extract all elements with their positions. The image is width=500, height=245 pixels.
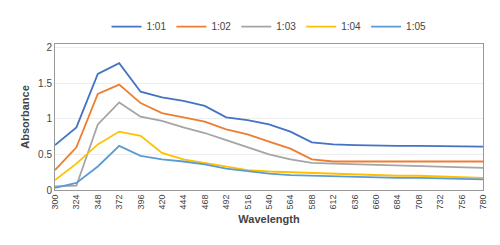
svg-text:636: 636 xyxy=(350,195,360,210)
svg-text:444: 444 xyxy=(178,195,188,210)
svg-text:324: 324 xyxy=(71,195,81,210)
svg-text:0: 0 xyxy=(46,185,52,196)
svg-text:732: 732 xyxy=(435,195,445,210)
svg-text:372: 372 xyxy=(114,195,124,210)
svg-text:492: 492 xyxy=(221,195,231,210)
svg-text:588: 588 xyxy=(307,195,317,210)
svg-text:564: 564 xyxy=(285,195,295,210)
svg-text:612: 612 xyxy=(328,195,338,210)
svg-text:420: 420 xyxy=(157,195,167,210)
svg-text:1:02: 1:02 xyxy=(211,21,231,32)
svg-text:1:01: 1:01 xyxy=(147,21,167,32)
svg-text:1:05: 1:05 xyxy=(406,21,426,32)
svg-text:1: 1 xyxy=(46,113,52,124)
svg-text:1.5: 1.5 xyxy=(38,78,52,89)
svg-text:Absorbance: Absorbance xyxy=(19,85,31,149)
svg-text:Wavelength: Wavelength xyxy=(238,213,300,225)
svg-text:516: 516 xyxy=(243,195,253,210)
svg-text:684: 684 xyxy=(392,195,402,210)
svg-text:468: 468 xyxy=(200,195,210,210)
svg-text:348: 348 xyxy=(93,195,103,210)
svg-text:300: 300 xyxy=(50,195,60,210)
svg-text:2: 2 xyxy=(46,42,52,53)
svg-text:540: 540 xyxy=(264,195,274,210)
svg-text:660: 660 xyxy=(371,195,381,210)
svg-text:780: 780 xyxy=(478,195,488,210)
svg-text:708: 708 xyxy=(414,195,424,210)
svg-text:756: 756 xyxy=(457,195,467,210)
svg-text:1:04: 1:04 xyxy=(341,21,361,32)
svg-text:1:03: 1:03 xyxy=(276,21,296,32)
svg-text:0.5: 0.5 xyxy=(38,149,52,160)
svg-text:396: 396 xyxy=(136,195,146,210)
